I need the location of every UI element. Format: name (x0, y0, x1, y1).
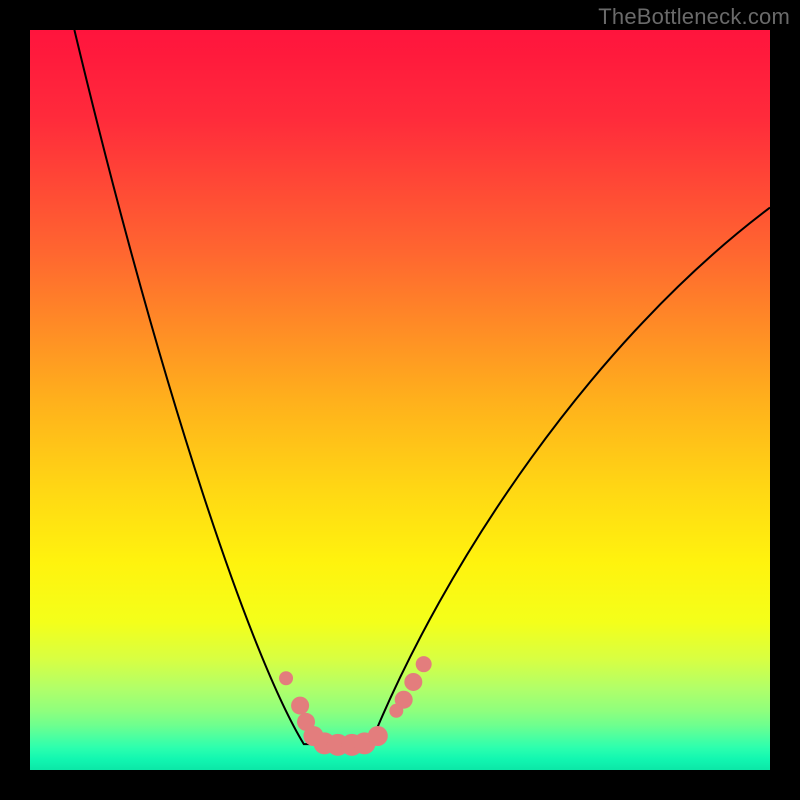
curve-marker (291, 697, 309, 715)
chart-background (30, 30, 770, 770)
curve-marker (395, 691, 413, 709)
watermark-text: TheBottleneck.com (598, 4, 790, 30)
curve-marker (416, 656, 432, 672)
chart-canvas (0, 0, 800, 800)
curve-marker (404, 673, 422, 691)
curve-marker (368, 726, 388, 746)
curve-marker (279, 671, 293, 685)
